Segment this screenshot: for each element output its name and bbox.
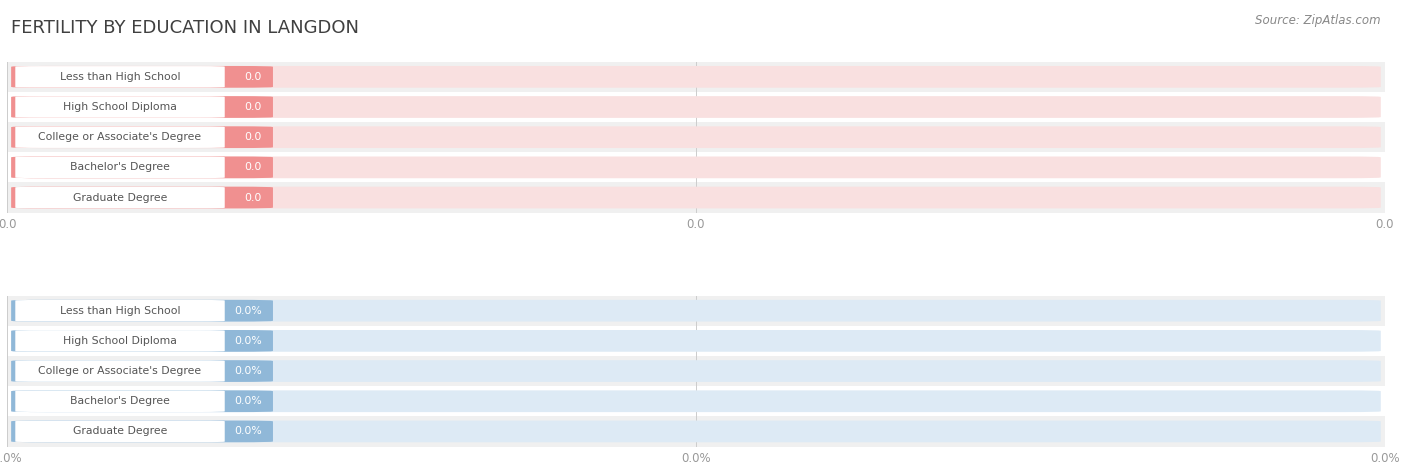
Text: Less than High School: Less than High School <box>60 306 180 316</box>
FancyBboxPatch shape <box>7 182 1385 213</box>
Text: FERTILITY BY EDUCATION IN LANGDON: FERTILITY BY EDUCATION IN LANGDON <box>11 19 360 37</box>
FancyBboxPatch shape <box>7 295 1385 326</box>
FancyBboxPatch shape <box>11 156 1381 178</box>
FancyBboxPatch shape <box>7 416 1385 446</box>
Text: 0.0%: 0.0% <box>235 366 262 376</box>
Text: Source: ZipAtlas.com: Source: ZipAtlas.com <box>1256 14 1381 27</box>
FancyBboxPatch shape <box>15 330 225 352</box>
FancyBboxPatch shape <box>11 187 273 209</box>
Text: 0.0: 0.0 <box>245 192 262 202</box>
FancyBboxPatch shape <box>11 126 1381 148</box>
Text: 0.0: 0.0 <box>245 72 262 82</box>
FancyBboxPatch shape <box>15 300 225 322</box>
Text: 0.0: 0.0 <box>245 102 262 112</box>
FancyBboxPatch shape <box>15 360 225 382</box>
FancyBboxPatch shape <box>11 96 273 118</box>
FancyBboxPatch shape <box>7 92 1385 122</box>
FancyBboxPatch shape <box>11 330 1381 352</box>
FancyBboxPatch shape <box>11 390 1381 412</box>
FancyBboxPatch shape <box>15 126 225 148</box>
FancyBboxPatch shape <box>7 356 1385 386</box>
FancyBboxPatch shape <box>15 96 225 118</box>
Text: High School Diploma: High School Diploma <box>63 102 177 112</box>
FancyBboxPatch shape <box>11 66 1381 88</box>
Text: 0.0%: 0.0% <box>235 427 262 437</box>
Text: Bachelor's Degree: Bachelor's Degree <box>70 396 170 406</box>
FancyBboxPatch shape <box>7 122 1385 152</box>
FancyBboxPatch shape <box>7 152 1385 182</box>
FancyBboxPatch shape <box>11 126 273 148</box>
Text: Graduate Degree: Graduate Degree <box>73 192 167 202</box>
FancyBboxPatch shape <box>7 386 1385 416</box>
FancyBboxPatch shape <box>11 360 1381 382</box>
Text: Graduate Degree: Graduate Degree <box>73 427 167 437</box>
FancyBboxPatch shape <box>15 421 225 442</box>
FancyBboxPatch shape <box>11 300 1381 322</box>
FancyBboxPatch shape <box>11 300 273 322</box>
FancyBboxPatch shape <box>7 62 1385 92</box>
FancyBboxPatch shape <box>7 326 1385 356</box>
Text: Bachelor's Degree: Bachelor's Degree <box>70 162 170 172</box>
FancyBboxPatch shape <box>11 330 273 352</box>
FancyBboxPatch shape <box>11 156 273 178</box>
FancyBboxPatch shape <box>11 96 1381 118</box>
Text: 0.0%: 0.0% <box>235 396 262 406</box>
FancyBboxPatch shape <box>15 390 225 412</box>
Text: High School Diploma: High School Diploma <box>63 336 177 346</box>
FancyBboxPatch shape <box>11 390 273 412</box>
FancyBboxPatch shape <box>11 420 273 442</box>
Text: 0.0: 0.0 <box>245 132 262 142</box>
Text: 0.0%: 0.0% <box>235 336 262 346</box>
FancyBboxPatch shape <box>11 66 273 88</box>
FancyBboxPatch shape <box>11 187 1381 209</box>
FancyBboxPatch shape <box>15 66 225 87</box>
FancyBboxPatch shape <box>11 420 1381 442</box>
Text: 0.0%: 0.0% <box>235 306 262 316</box>
FancyBboxPatch shape <box>15 187 225 209</box>
Text: Less than High School: Less than High School <box>60 72 180 82</box>
Text: College or Associate's Degree: College or Associate's Degree <box>38 366 201 376</box>
FancyBboxPatch shape <box>15 157 225 178</box>
Text: 0.0: 0.0 <box>245 162 262 172</box>
Text: College or Associate's Degree: College or Associate's Degree <box>38 132 201 142</box>
FancyBboxPatch shape <box>11 360 273 382</box>
